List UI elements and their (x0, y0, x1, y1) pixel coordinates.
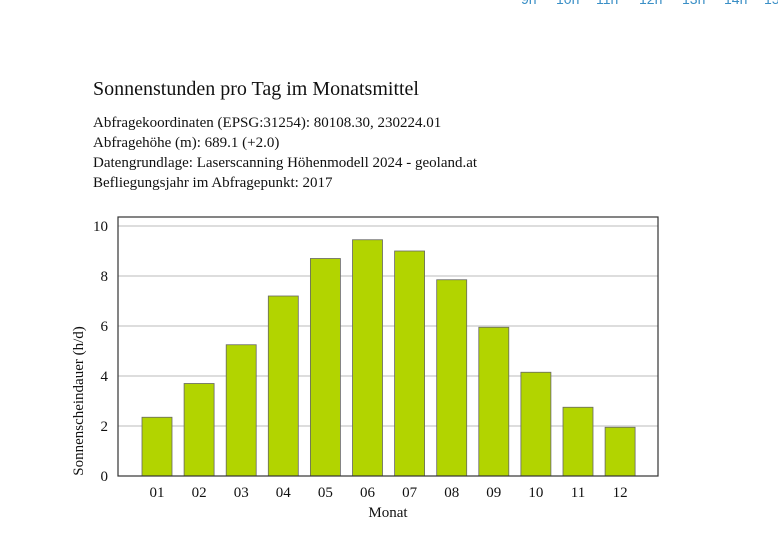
query-height: Abfragehöhe (m): 689.1 (+2.0) (93, 135, 280, 151)
y-tick-label: 4 (101, 369, 109, 385)
x-tick-label: 06 (360, 485, 376, 501)
y-tick-label: 8 (101, 269, 109, 285)
x-tick-label: 03 (234, 485, 249, 501)
bars (141, 239, 636, 477)
x-tick-label: 11 (571, 485, 585, 501)
bar-01 (141, 416, 173, 477)
data-source: Datengrundlage: Laserscanning Höhenmodel… (93, 155, 478, 171)
hour-link-14h[interactable]: 14h (724, 0, 747, 7)
x-tick-label: 09 (486, 485, 501, 501)
plot-frame (117, 216, 659, 477)
hour-link-10h[interactable]: 10h (556, 0, 579, 7)
bar-07 (394, 250, 426, 477)
query-coordinates: Abfragekoordinaten (EPSG:31254): 80108.3… (93, 115, 442, 131)
x-tick-label: 01 (150, 485, 165, 501)
x-axis-label: Monat (368, 505, 408, 521)
bar-02 (183, 383, 215, 477)
y-tick-labels: 0 2 4 6 8 10 (93, 219, 109, 485)
y-tick-label: 2 (101, 419, 109, 435)
query-info: Abfragekoordinaten (EPSG:31254): 80108.3… (93, 113, 477, 193)
x-tick-label: 04 (276, 485, 292, 501)
hour-link-13h[interactable]: 13h (682, 0, 705, 7)
x-tick-label: 10 (528, 485, 543, 501)
bar-12 (604, 426, 636, 477)
x-tick-label: 08 (444, 485, 459, 501)
bar-04 (267, 295, 299, 477)
bar-03 (225, 344, 257, 477)
chart-title: Sonnenstunden pro Tag im Monatsmittel (93, 78, 419, 100)
hour-link-15h[interactable]: 15h (764, 0, 778, 7)
x-tick-label: 02 (192, 485, 207, 501)
hour-links: 9h 10h 11h 12h 13h 14h 15h (0, 0, 778, 9)
y-axis-label: Sonnenscheindauer (h/d) (71, 326, 87, 476)
x-tick-label: 07 (402, 485, 418, 501)
y-tick-label: 0 (101, 469, 109, 485)
hour-link-11h[interactable]: 11h (596, 0, 618, 7)
bar-05 (309, 258, 341, 477)
bar-09 (478, 326, 510, 477)
x-tick-labels: 01 02 03 04 05 06 07 08 09 10 11 12 (150, 485, 628, 501)
bar-08 (436, 279, 468, 477)
y-tick-label: 6 (101, 319, 109, 335)
x-tick-label: 12 (613, 485, 628, 501)
hour-link-12h[interactable]: 12h (639, 0, 662, 7)
bar-10 (520, 371, 552, 477)
grid-lines (118, 225, 658, 427)
flight-year: Befliegungsjahr im Abfragepunkt: 2017 (93, 175, 333, 191)
bar-06 (352, 239, 383, 477)
y-tick-label: 10 (93, 219, 108, 235)
x-tick-label: 05 (318, 485, 333, 501)
hour-link-9h[interactable]: 9h (521, 0, 537, 7)
bar-11 (562, 406, 594, 477)
